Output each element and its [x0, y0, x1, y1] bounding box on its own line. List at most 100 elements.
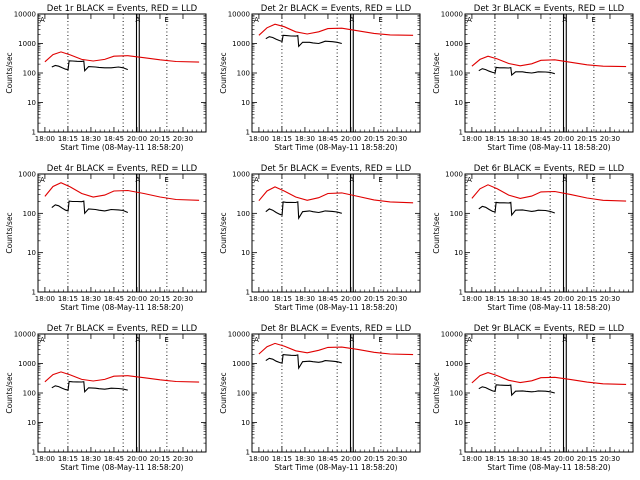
panel-title: Det 5r BLACK = Events, RED = LLD [261, 164, 412, 174]
x-tick-label: 20:15 [577, 135, 597, 143]
plot-frame [37, 333, 207, 453]
y-tick-label: 10 [241, 249, 250, 257]
y-axis-label: Counts/sec [219, 212, 228, 253]
y-tick-label: 1000 [18, 40, 36, 48]
attenuator-marker: A [349, 336, 354, 344]
x-tick-label: 20:15 [364, 295, 384, 303]
attenuator-marker: A [562, 16, 567, 24]
y-tick-label: 1 [32, 289, 36, 297]
series-lld-line [258, 23, 414, 36]
attenuator-marker-left: A [467, 16, 472, 24]
y-axis-label: Counts/sec [432, 52, 441, 93]
attenuator-marker: A [135, 336, 140, 344]
y-tick-label: 10000 [441, 11, 463, 19]
series-lld-line [471, 184, 627, 202]
series-events-line [265, 201, 342, 221]
y-axis-label: Counts/sec [432, 372, 441, 413]
series-lld-line [471, 372, 627, 385]
series-events-line [478, 201, 555, 217]
y-tick-label: 1 [459, 289, 463, 297]
y-tick-label: 100 [450, 210, 463, 218]
series-events-line [51, 200, 129, 215]
series-lld-line [44, 51, 200, 63]
plot-frame [464, 173, 634, 293]
panel-title: Det 8r BLACK = Events, RED = LLD [261, 324, 412, 334]
series-lld-line [258, 186, 414, 204]
x-tick-label: 18:30 [81, 295, 101, 303]
y-tick-label: 10 [454, 99, 463, 107]
x-tick-label: 18:45 [318, 295, 338, 303]
x-tick-label: 18:45 [531, 295, 551, 303]
x-tick-label: 20:30 [387, 455, 407, 463]
y-tick-label: 10000 [441, 331, 463, 339]
panel-det-8: Det 8r BLACK = Events, RED = LLD 1 10 100 10… [219, 324, 421, 472]
panel-det-9: Det 9r BLACK = Events, RED = LLD 1 10 100 10… [432, 324, 634, 472]
series-events-line [478, 66, 555, 77]
series-events-line [265, 354, 342, 370]
x-tick-label: 20:30 [173, 455, 193, 463]
attenuator-marker-left: A [467, 176, 472, 184]
attenuator-marker: A [349, 16, 354, 24]
y-tick-label: 1000 [18, 360, 36, 368]
x-axis-label: Start Time (08-May-11 18:58:20) [60, 303, 183, 312]
x-tick-label: 18:45 [104, 135, 124, 143]
x-tick-label: 18:45 [531, 455, 551, 463]
x-tick-label: 20:00 [554, 295, 574, 303]
plot-frame [37, 173, 207, 293]
y-tick-label: 1 [32, 449, 36, 457]
x-axis-label: Start Time (08-May-11 18:58:20) [274, 463, 397, 472]
x-tick-label: 20:15 [150, 135, 170, 143]
x-axis-label: Start Time (08-May-11 18:58:20) [487, 143, 610, 152]
eclipse-marker: E [164, 176, 168, 184]
panel-det-6: Det 6r BLACK = Events, RED = LLD 1 10 100 10… [432, 164, 634, 312]
x-tick-label: 20:00 [341, 135, 361, 143]
y-tick-label: 100 [450, 70, 463, 78]
x-axis-label: Start Time (08-May-11 18:58:20) [274, 143, 397, 152]
y-tick-label: 10 [241, 99, 250, 107]
x-tick-label: 20:15 [364, 455, 384, 463]
y-tick-label: 10 [454, 249, 463, 257]
series-events-line [51, 380, 128, 394]
x-tick-label: 18:30 [508, 135, 528, 143]
x-tick-label: 18:30 [81, 455, 101, 463]
y-tick-label: 1 [32, 129, 36, 137]
x-axis-label: Start Time (08-May-11 18:58:20) [487, 303, 610, 312]
y-tick-label: 1 [459, 129, 463, 137]
panel-title: Det 2r BLACK = Events, RED = LLD [261, 4, 412, 14]
x-tick-label: 20:00 [554, 455, 574, 463]
eclipse-marker: E [378, 176, 382, 184]
x-tick-label: 20:30 [387, 295, 407, 303]
y-tick-label: 1000 [445, 40, 463, 48]
panel-det-3: Det 3r BLACK = Events, RED = LLD 1 10 100 10… [432, 4, 634, 152]
y-tick-label: 1 [246, 129, 250, 137]
attenuator-marker: A [135, 16, 140, 24]
panel-det-7: Det 7r BLACK = Events, RED = LLD 1 10 100 10… [5, 324, 207, 472]
x-tick-label: 18:00 [462, 135, 482, 143]
x-axis-label: Start Time (08-May-11 18:58:20) [60, 143, 183, 152]
x-axis-label: Start Time (08-May-11 18:58:20) [60, 463, 183, 472]
x-tick-label: 20:15 [577, 295, 597, 303]
x-tick-label: 20:15 [150, 455, 170, 463]
x-tick-label: 18:30 [295, 295, 315, 303]
panel-title: Det 7r BLACK = Events, RED = LLD [47, 324, 198, 334]
x-tick-label: 18:15 [485, 455, 505, 463]
x-tick-label: 18:30 [295, 455, 315, 463]
x-tick-label: 20:15 [364, 135, 384, 143]
attenuator-marker-left: A [40, 176, 45, 184]
plot-frame [251, 333, 421, 453]
y-tick-label: 1000 [232, 360, 250, 368]
y-tick-label: 100 [23, 210, 36, 218]
eclipse-marker: E [378, 16, 382, 24]
y-tick-label: 100 [450, 390, 463, 398]
x-tick-label: 20:00 [127, 135, 147, 143]
panel-title: Det 3r BLACK = Events, RED = LLD [474, 4, 625, 14]
y-tick-label: 10 [241, 419, 250, 427]
attenuator-marker-left: A [40, 16, 45, 24]
x-tick-label: 18:30 [508, 295, 528, 303]
x-tick-label: 18:15 [58, 295, 78, 303]
y-tick-label: 10 [27, 99, 36, 107]
x-tick-label: 18:00 [462, 455, 482, 463]
x-tick-label: 20:30 [173, 295, 193, 303]
y-tick-label: 1 [246, 449, 250, 457]
